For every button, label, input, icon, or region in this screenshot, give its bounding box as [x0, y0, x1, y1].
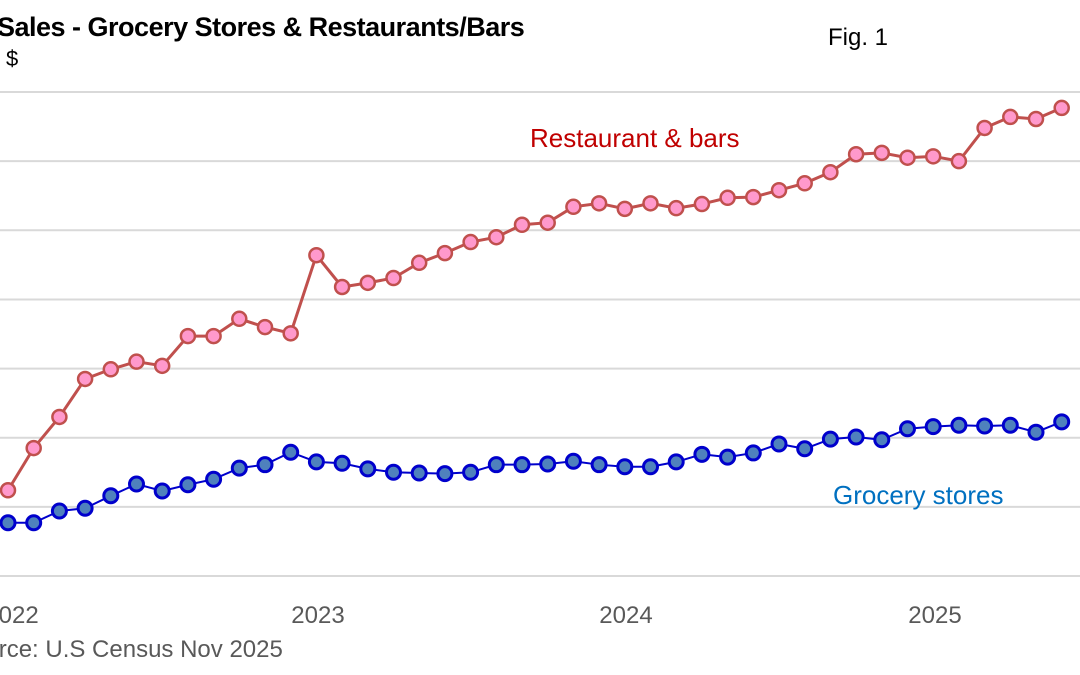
data-point-restaurants: [102, 361, 120, 378]
data-point-restaurants: [693, 195, 711, 213]
data-point-grocery: [719, 448, 737, 466]
data-point-grocery: [179, 476, 197, 494]
data-point-restaurants: [308, 246, 325, 264]
data-point-grocery: [436, 465, 454, 483]
data-point-grocery: [821, 430, 839, 448]
data-point-grocery: [770, 435, 788, 453]
data-point-grocery: [0, 514, 17, 532]
data-point-grocery: [153, 482, 171, 500]
data-point-restaurants: [359, 274, 377, 292]
x-tick-label: 2024: [599, 602, 653, 629]
data-point-restaurants: [667, 199, 685, 217]
data-point-grocery: [282, 443, 300, 461]
data-point-restaurants: [76, 370, 94, 388]
x-tick-label: 2022: [0, 602, 39, 629]
data-point-grocery: [1027, 423, 1045, 441]
data-point-restaurants: [128, 353, 145, 370]
data-point-grocery: [102, 487, 120, 505]
source-note: Source: U.S Census Nov 2025: [0, 636, 283, 663]
chart-title: Sales - Grocery Stores & Restaurants/Bar…: [0, 12, 525, 42]
data-point-restaurants: [847, 145, 865, 163]
data-point-grocery: [230, 459, 248, 477]
data-point-restaurants: [796, 175, 813, 192]
data-point-grocery: [76, 499, 94, 517]
data-point-restaurants: [873, 144, 891, 162]
data-point-grocery: [50, 502, 68, 520]
series-label-restaurants: Restaurant & bars: [530, 123, 740, 153]
data-point-restaurants: [410, 254, 428, 272]
data-point-grocery: [385, 463, 402, 481]
data-point-restaurants: [822, 163, 839, 181]
data-point-grocery: [359, 460, 377, 478]
data-point-grocery: [976, 417, 994, 435]
data-point-grocery: [924, 418, 942, 436]
data-point-restaurants: [976, 119, 993, 137]
data-point-grocery: [847, 428, 865, 446]
data-point-grocery: [333, 454, 351, 472]
data-point-restaurants: [745, 188, 762, 206]
data-point-restaurants: [333, 278, 351, 296]
data-point-grocery: [256, 456, 274, 474]
data-point-restaurants: [513, 216, 531, 234]
data-point-restaurants: [231, 310, 248, 328]
data-point-grocery: [950, 416, 968, 434]
x-tick-label: 2023: [291, 602, 345, 629]
y-axis-unit: $: [6, 46, 19, 71]
data-point-restaurants: [924, 148, 942, 165]
data-point-restaurants: [462, 233, 479, 251]
data-point-restaurants: [153, 357, 171, 375]
data-point-restaurants: [436, 244, 454, 262]
data-point-restaurants: [565, 198, 582, 216]
data-point-grocery: [539, 455, 557, 473]
data-point-grocery: [693, 445, 711, 463]
data-point-grocery: [796, 440, 814, 458]
data-point-grocery: [590, 456, 608, 474]
data-point-restaurants: [539, 214, 556, 231]
data-point-restaurants: [899, 149, 916, 166]
data-point-grocery: [873, 431, 891, 449]
data-point-grocery: [744, 444, 762, 462]
data-point-grocery: [642, 458, 659, 476]
data-point-restaurants: [719, 189, 736, 207]
series-label-grocery: Grocery stores: [833, 480, 1004, 510]
data-point-restaurants: [282, 325, 299, 342]
data-point-restaurants: [616, 200, 634, 218]
x-tick-label: 2025: [908, 602, 962, 629]
data-point-restaurants: [256, 318, 274, 336]
data-point-restaurants: [950, 152, 968, 170]
data-point-grocery: [1053, 413, 1071, 431]
data-point-restaurants: [385, 269, 402, 287]
data-point-grocery: [205, 470, 223, 488]
data-point-restaurants: [770, 181, 788, 199]
data-point-restaurants: [0, 482, 17, 499]
data-point-restaurants: [590, 195, 608, 212]
data-point-grocery: [616, 458, 634, 476]
data-point-grocery: [128, 475, 145, 493]
data-point-restaurants: [179, 327, 197, 345]
data-point-grocery: [513, 456, 531, 474]
data-point-restaurants: [642, 195, 659, 212]
data-point-grocery: [410, 464, 428, 482]
data-point-grocery: [487, 456, 505, 474]
data-point-restaurants: [25, 439, 42, 457]
data-point-grocery: [1001, 416, 1019, 434]
data-point-grocery: [307, 453, 325, 471]
data-point-restaurants: [1027, 110, 1045, 128]
data-point-restaurants: [1002, 108, 1019, 126]
data-point-grocery: [25, 514, 43, 532]
figure-label: Fig. 1: [828, 24, 889, 51]
data-point-restaurants: [488, 228, 505, 246]
data-point-grocery: [462, 463, 480, 481]
data-point-restaurants: [205, 327, 222, 345]
data-point-restaurants: [1053, 99, 1070, 117]
data-point-grocery: [899, 420, 916, 438]
data-point-grocery: [564, 452, 582, 470]
data-point-grocery: [667, 453, 685, 471]
data-point-restaurants: [51, 408, 68, 426]
